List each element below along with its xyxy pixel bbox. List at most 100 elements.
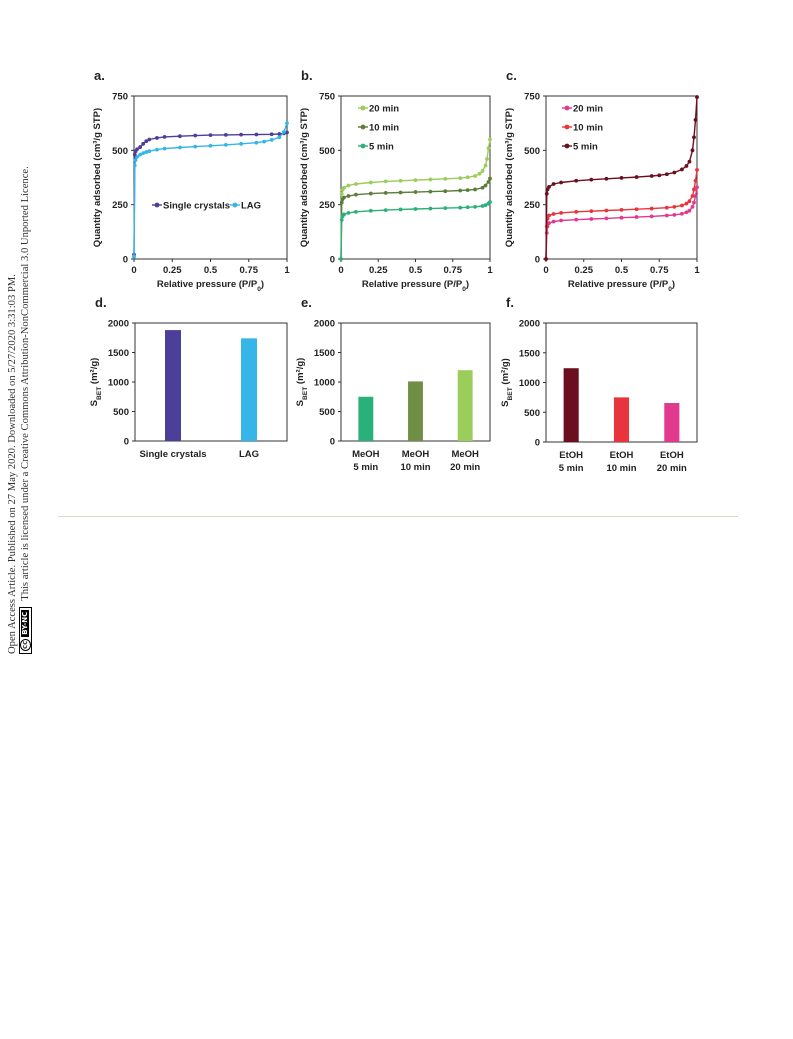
data-point [178,145,182,150]
data-point [132,254,136,259]
data-point [285,130,289,135]
data-point [551,182,556,186]
data-point [589,217,594,221]
bar [664,403,680,442]
data-point [690,194,695,198]
bar [457,370,473,441]
data-point [649,214,654,219]
chart-panel-3: c. 0 250 500 750 Quantity adsorbed (cm³/g STP… [504,68,700,293]
data-point [354,209,358,214]
data-point [477,171,482,176]
data-point [223,133,228,137]
data-point [551,219,556,224]
data-point [413,190,418,194]
data-point [649,206,654,211]
data-point [692,187,696,192]
x-tick-label: 0.25 [575,265,594,276]
data-point [138,145,143,149]
x-tick-label: 0.5 [204,265,218,276]
y-axis-label: SBET (m²/g) [500,358,514,407]
legend-label: 10 min [573,123,603,134]
data-point [687,159,692,164]
data-point [684,201,689,206]
data-point [589,177,594,182]
data-point [544,191,549,196]
data-point [692,135,696,140]
series-line-1 [545,187,698,260]
cc-by-nc-badge-icon[interactable]: ccBY-NC [19,606,33,654]
data-point [398,207,403,212]
data-point [619,176,624,180]
data-point [138,152,143,157]
y-tick-label: 1500 [314,348,335,359]
data-point [208,143,213,148]
data-point [428,206,433,211]
data-point [443,189,448,194]
data-point [383,179,388,184]
chart-panel-6: f. 0 500 1000 1500 2000 SBET (m²/g) EtOH 5 min Et… [500,295,698,474]
data-point [695,185,699,190]
y-tick-label: 1000 [314,378,335,389]
chart-panel-2: b. 0 250 500 750 Quantity adsorbed (cm³/g STP… [299,68,493,293]
data-point [480,204,485,208]
data-point [547,221,551,226]
legend-label: LAG [241,201,261,212]
category-label: 20 min [450,462,480,473]
panel-label: f. [506,295,514,310]
category-label: MeOH [451,449,479,460]
panel-label: b. [301,68,313,83]
y-tick-label: 250 [524,200,540,211]
bar [241,338,257,441]
data-point [383,191,388,195]
y-tick-label: 500 [524,146,540,157]
data-point [285,121,289,126]
data-point [262,139,266,144]
data-point [619,207,624,212]
data-point [465,188,470,193]
data-point [133,158,138,163]
data-point [672,170,677,175]
data-point [282,129,286,134]
bar [358,396,374,441]
data-point [672,212,677,217]
data-point [473,187,477,192]
bar [563,368,579,442]
data-point [480,185,485,190]
y-tick-label: 500 [524,408,540,419]
category-label: 10 min [606,463,636,474]
x-tick-label: 0 [543,265,548,276]
x-tick-label: 0.75 [444,265,463,276]
data-point [354,182,358,186]
data-point [486,179,491,184]
data-point [574,209,579,214]
y-tick-label: 750 [112,92,128,103]
legend-label: 20 min [573,104,603,115]
data-point [649,174,654,178]
data-point [604,216,609,221]
data-point [144,139,149,144]
data-point [634,207,639,212]
data-point [657,173,662,178]
legend-marker [564,143,570,149]
data-point [368,191,373,196]
data-point [239,141,244,146]
data-point [458,205,463,210]
data-point [465,205,470,210]
data-point [162,134,167,139]
y-tick-label: 0 [124,437,129,448]
y-axis-label: Quantity adsorbed (cm³/g STP) [92,108,103,247]
data-point [672,204,677,209]
data-point [368,180,373,185]
data-point [398,190,403,195]
data-point [483,183,488,188]
data-point [147,149,152,154]
data-point [473,174,477,178]
x-tick-label: 1 [694,265,700,276]
data-point [458,176,463,181]
y-tick-label: 1500 [519,348,540,359]
data-point [254,140,259,145]
category-label: 20 min [657,463,687,474]
x-tick-label: 0.75 [240,265,259,276]
category-label: Single crystals [139,449,206,460]
data-point [269,138,274,142]
